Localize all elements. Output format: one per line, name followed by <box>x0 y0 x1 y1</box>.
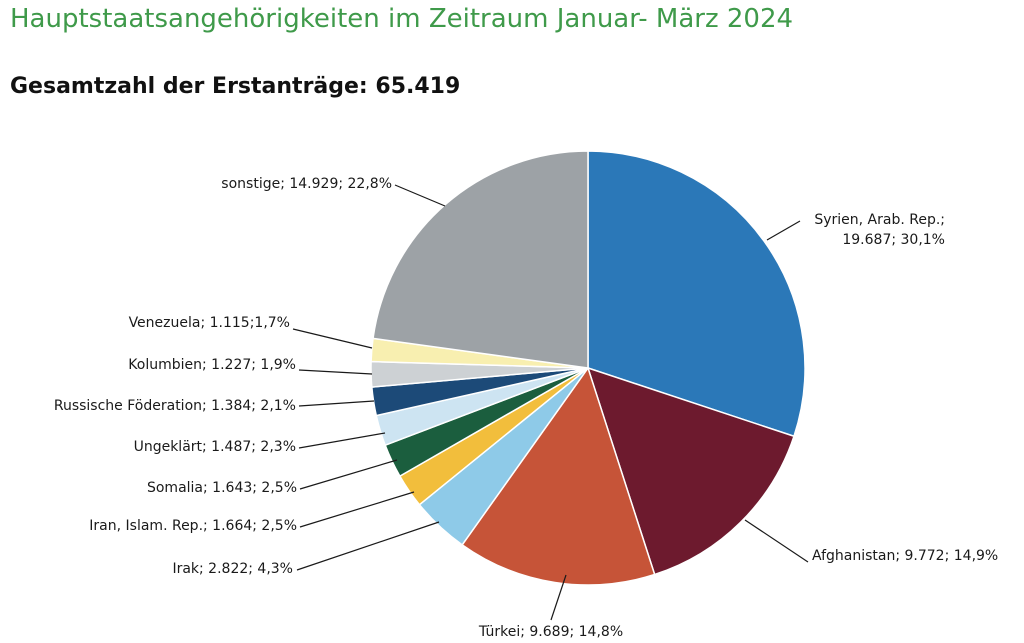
leader-line-9 <box>292 328 373 349</box>
slice-label-line: Afghanistan; 9.772; 14,9% <box>812 548 998 564</box>
slice-label-line: Somalia; 1.643; 2,5% <box>147 480 297 496</box>
slice-label-9: Venezuela; 1.115;1,7% <box>129 315 290 331</box>
leader-line-6 <box>298 432 386 449</box>
pie-slice-1 <box>586 366 795 576</box>
leader-line-3 <box>296 521 440 571</box>
slice-label-line: Syrien, Arab. Rep.; <box>814 212 945 228</box>
slice-labels: Syrien, Arab. Rep.; 19.687; 30,1% Afghanis… <box>54 176 998 640</box>
leader-line-8 <box>298 369 373 375</box>
slice-label-3: Irak; 2.822; 4,3% <box>172 561 293 577</box>
slice-label-2: Türkei; 9.689; 14,8% <box>478 624 623 640</box>
leader-line-0 <box>766 220 801 241</box>
slice-label-4: Iran, Islam. Rep.; 1.664; 2,5% <box>89 518 297 534</box>
slice-label-line: Irak; 2.822; 4,3% <box>172 561 293 577</box>
slice-label-7: Russische Föderation; 1.384; 2,1% <box>54 398 296 414</box>
slice-label-0: Syrien, Arab. Rep.; 19.687; 30,1% <box>814 212 945 248</box>
leader-line-7 <box>298 400 375 407</box>
pie-slice-2 <box>461 366 656 586</box>
slice-label-line: Venezuela; 1.115;1,7% <box>129 315 290 331</box>
pie-slices <box>370 150 806 586</box>
pie-slice-0 <box>587 150 806 438</box>
slice-label-10: sonstige; 14.929; 22,8% <box>221 176 392 192</box>
pie-slice-10 <box>372 150 589 369</box>
leader-line-5 <box>299 459 398 490</box>
leader-line-10 <box>394 184 446 207</box>
slice-label-6: Ungeklärt; 1.487; 2,3% <box>134 439 296 455</box>
slice-label-8: Kolumbien; 1.227; 1,9% <box>128 357 296 373</box>
slice-label-line: sonstige; 14.929; 22,8% <box>221 176 392 192</box>
slice-label-line: Iran, Islam. Rep.; 1.664; 2,5% <box>89 518 297 534</box>
slice-label-line: Türkei; 9.689; 14,8% <box>478 624 623 640</box>
slice-label-line: Ungeklärt; 1.487; 2,3% <box>134 439 296 455</box>
chart-title: Hauptstaatsangehörigkeiten im Zeitraum J… <box>10 4 794 34</box>
slice-label-line: 19.687; 30,1% <box>842 232 945 248</box>
slice-label-line: Kolumbien; 1.227; 1,9% <box>128 357 296 373</box>
leader-line-4 <box>299 491 415 528</box>
leader-line-1 <box>744 519 809 563</box>
slice-label-line: Russische Föderation; 1.384; 2,1% <box>54 398 296 414</box>
slice-label-1: Afghanistan; 9.772; 14,9% <box>812 548 998 564</box>
chart-subtitle: Gesamtzahl der Erstanträge: 65.419 <box>10 74 461 99</box>
leader-line-2 <box>550 574 567 621</box>
leader-lines <box>292 184 809 621</box>
slice-label-5: Somalia; 1.643; 2,5% <box>147 480 297 496</box>
